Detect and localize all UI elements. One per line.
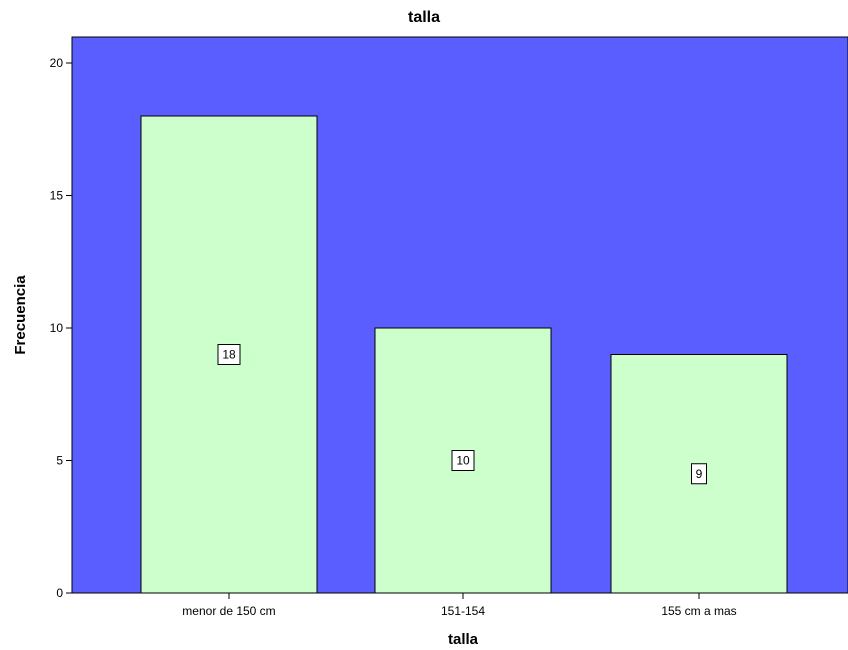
x-axis-title: talla bbox=[448, 631, 479, 648]
data-label-box bbox=[691, 463, 707, 485]
y-tick-label: 20 bbox=[50, 56, 64, 70]
y-tick-label: 0 bbox=[56, 586, 63, 600]
data-label: 10 bbox=[456, 454, 470, 468]
x-tick-label: 151-154 bbox=[441, 604, 485, 618]
chart-title: talla bbox=[408, 9, 440, 26]
data-label-box bbox=[217, 344, 241, 365]
data-label-box bbox=[451, 450, 475, 471]
y-tick-label: 15 bbox=[50, 189, 64, 203]
y-axis: 0 5 10 15 20 bbox=[50, 37, 73, 600]
data-label: 9 bbox=[696, 467, 703, 481]
x-axis: menor de 150 cm 151-154 155 cm a mas bbox=[72, 592, 848, 618]
x-tick-label: menor de 150 cm bbox=[182, 604, 275, 618]
y-axis-title: Frecuencia bbox=[12, 275, 29, 355]
data-label: 18 bbox=[222, 348, 236, 362]
y-tick-label: 5 bbox=[56, 454, 63, 468]
x-tick-label: 155 cm a mas bbox=[661, 604, 736, 618]
y-tick-label: 10 bbox=[50, 321, 64, 335]
